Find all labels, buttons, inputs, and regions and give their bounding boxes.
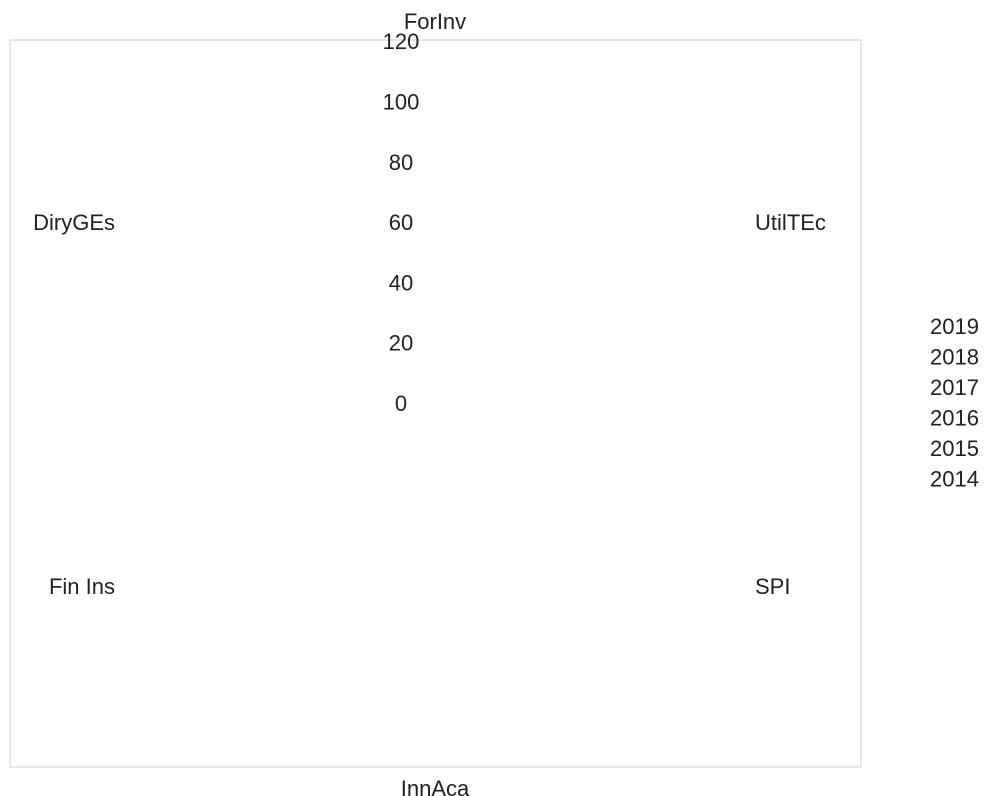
legend-entry-2014[interactable]: 2014 xyxy=(930,467,979,492)
tick-label-100: 100 xyxy=(383,90,420,115)
tick-label-60: 60 xyxy=(389,210,413,235)
tick-label-40: 40 xyxy=(389,270,413,295)
axis-label-fin-ins: Fin Ins xyxy=(49,574,115,599)
axis-labels: ForInv UtilTEc SPI InnAca Fin Ins DiryGE… xyxy=(33,9,826,796)
tick-label-120: 120 xyxy=(383,29,420,54)
tick-label-20: 20 xyxy=(389,331,413,356)
legend-entry-2018[interactable]: 2018 xyxy=(930,345,979,370)
tick-label-0: 0 xyxy=(395,391,407,416)
legend: 2019 2018 2017 2016 2015 2014 xyxy=(930,314,979,492)
legend-entry-2017[interactable]: 2017 xyxy=(930,375,979,400)
axis-label-utiltec: UtilTEc xyxy=(755,210,826,235)
radial-tick-labels: 0 20 40 60 80 100 120 xyxy=(383,29,420,416)
axis-label-spi: SPI xyxy=(755,574,790,599)
legend-entry-2015[interactable]: 2015 xyxy=(930,436,979,461)
plot-frame xyxy=(9,39,862,768)
legend-entry-2016[interactable]: 2016 xyxy=(930,406,979,431)
axis-label-innaca: InnAca xyxy=(401,776,470,796)
axis-label-dirygES: DiryGEs xyxy=(33,210,115,235)
legend-entry-2019[interactable]: 2019 xyxy=(930,314,979,339)
axis-label-forinv: ForInv xyxy=(404,9,466,34)
tick-label-80: 80 xyxy=(389,150,413,175)
